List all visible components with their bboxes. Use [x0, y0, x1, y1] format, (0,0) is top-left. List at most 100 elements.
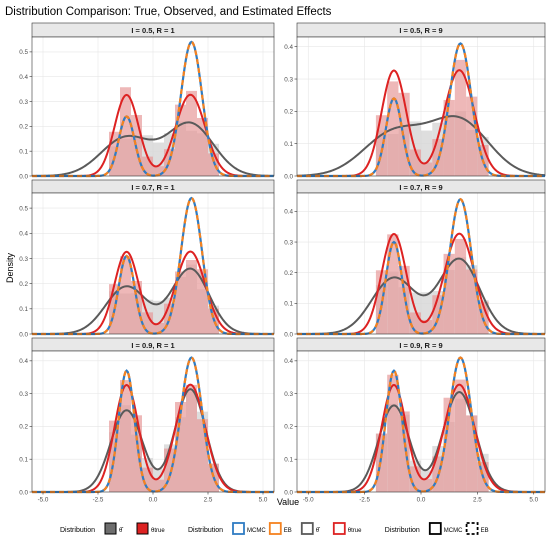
y-tick-label: 0.0 [284, 489, 293, 496]
y-tick-label: 0.2 [19, 124, 28, 131]
true-hist-bar [186, 90, 197, 176]
true-hist-bar [153, 479, 164, 492]
y-tick-label: 0.1 [284, 301, 293, 308]
observed-hist-bar [153, 142, 164, 176]
legend: Distribution θ̂ θtrue Distribution MCMC EB θ̂ θ… [60, 522, 489, 535]
x-tick-label: -5.0 [38, 497, 49, 504]
dashed-line-key [465, 522, 479, 535]
true-hist-bar [153, 166, 164, 176]
y-tick-label: 0.1 [284, 141, 293, 148]
legend-label: θ̂ [316, 528, 320, 534]
y-tick-label: 0.4 [284, 358, 293, 365]
legend-label: θ̂ [119, 528, 123, 534]
true-hist-bar [197, 117, 208, 176]
panel-border [31, 192, 275, 335]
true-hist-bar [421, 319, 433, 334]
facet-panel: I = 0.9, R = 1 0.0 0.1 0.2 0.3 0.4 -5.0 -2.5 0.0… [19, 337, 275, 504]
x-tick-label: 2.5 [473, 497, 482, 504]
y-tick-label: 0.5 [19, 205, 28, 212]
observed-density-line [296, 115, 546, 177]
true-hist-bar [208, 153, 219, 176]
observed-density-line [32, 267, 274, 335]
y-tick-label: 0.0 [19, 489, 28, 496]
y-tick-label: 0.4 [19, 231, 28, 238]
true-hist-bar [186, 259, 197, 334]
x-axis-title: Value [277, 497, 299, 507]
observed-hist-bar [421, 292, 433, 334]
blue-line-key [232, 522, 245, 535]
true-hist-bar [466, 415, 478, 492]
true-hist-bar [197, 419, 208, 492]
y-tick-label: 0.0 [284, 173, 293, 180]
y-tick-label: 0.3 [284, 76, 293, 83]
true-hist-bar [175, 271, 186, 334]
facet-label: I = 0.5, R = 9 [399, 26, 442, 35]
true-hist-bar [186, 384, 197, 492]
legend-key-line [465, 522, 479, 535]
chart-title: Distribution Comparison: True, Observed,… [5, 6, 332, 18]
true-hist-bar [421, 479, 433, 492]
true-hist-bar [131, 415, 142, 492]
true-hist-bar [197, 269, 208, 334]
legend-label: θtrue [151, 528, 165, 534]
legend-label: MCMC [247, 528, 266, 534]
true-hist-bar [164, 448, 175, 492]
red-line-key [332, 522, 346, 535]
y-tick-label: 0.1 [19, 148, 28, 155]
true-hist-bar [175, 104, 186, 176]
legend-key-line [332, 522, 346, 535]
legend-key-fill [104, 522, 117, 535]
x-tick-label: 5.0 [259, 497, 268, 504]
true-hist-bar [375, 433, 388, 492]
legend-label: EB [481, 528, 489, 534]
true-hist-bar [466, 269, 478, 334]
y-tick-label: 0.0 [19, 173, 28, 180]
true-hist-bar [153, 323, 164, 334]
true-hist-bar [454, 379, 467, 492]
legend-label: EB [284, 528, 292, 534]
observed-density-line [32, 121, 275, 177]
true-hist-bar [120, 256, 131, 334]
y-tick-label: 0.3 [19, 391, 28, 398]
true-hist-bar [409, 149, 421, 176]
true-hist-bar [131, 280, 142, 334]
x-tick-label: -5.0 [303, 497, 314, 504]
y-tick-label: 0.2 [19, 281, 28, 288]
true-hist-bar [387, 234, 399, 334]
true-hist-bar [443, 397, 455, 492]
true-hist-bar [443, 253, 455, 334]
true-hist-bar [142, 156, 153, 176]
facet-label: I = 0.7, R = 1 [131, 183, 174, 192]
true-hist-bar [454, 238, 467, 334]
legend-key-line [428, 522, 442, 535]
facet-label: I = 0.5, R = 1 [131, 26, 174, 35]
legend-title: Distribution [60, 527, 95, 534]
y-tick-label: 0.3 [284, 239, 293, 246]
y-tick-label: 0.4 [19, 358, 28, 365]
legend-key-line [232, 522, 245, 535]
facet-label: I = 0.9, R = 9 [399, 341, 442, 350]
facet-label: I = 0.9, R = 1 [131, 341, 174, 350]
legend-label: θtrue [348, 528, 362, 534]
x-tick-label: -2.5 [93, 497, 104, 504]
panel-border [296, 36, 546, 177]
true-hist-bar [409, 466, 421, 492]
facet-panel: I = 0.7, R = 1 0.0 0.1 0.2 0.3 0.4 0.5 [19, 179, 275, 338]
facet-label: I = 0.7, R = 9 [399, 183, 442, 192]
solid-line-key [428, 522, 442, 535]
true-hist-bar [443, 99, 455, 176]
true-hist-bar [409, 312, 421, 334]
true-hist-bar [375, 115, 388, 176]
true-hist-bar [142, 312, 153, 334]
true-hist-bar [432, 295, 444, 334]
facet-panel: I = 0.5, R = 9 0.0 0.1 0.2 0.3 0.4 [284, 22, 546, 180]
facet-panel: I = 0.5, R = 1 0.0 0.1 0.2 0.3 0.4 0.5 [19, 22, 275, 180]
observed-density-line [297, 257, 545, 335]
true-hist-bar [387, 374, 399, 492]
legend-title: Distribution [188, 527, 223, 534]
legend-key-line [268, 522, 282, 535]
panel-border [296, 192, 546, 335]
true-hist-bar [398, 265, 410, 334]
true-hist-bar [142, 467, 153, 492]
